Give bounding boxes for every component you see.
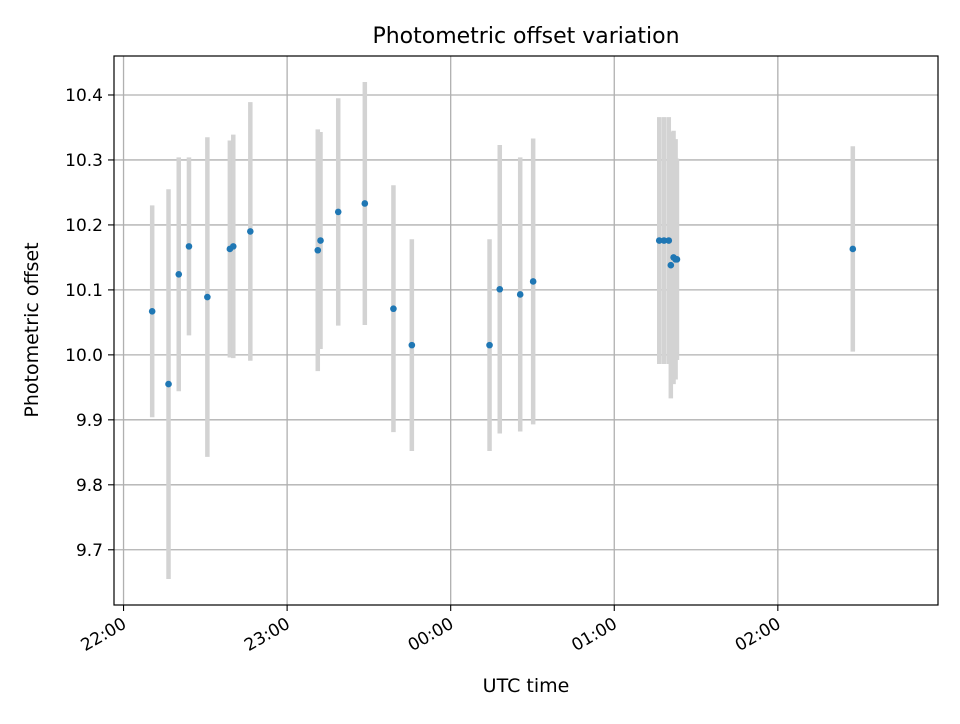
y-axis-ticks: 9.7 9.8 9.9 10.0 10.1 10.2 10.3 10.4: [65, 86, 114, 561]
y-tick-label: 10.2: [65, 216, 103, 236]
data-point: [673, 256, 681, 263]
data-point: [361, 200, 369, 207]
data-point: [849, 245, 857, 253]
data-point: [408, 341, 416, 349]
data-point: [185, 243, 193, 250]
y-tick-label: 10.1: [65, 281, 103, 301]
data-point: [204, 293, 211, 301]
chart-title: Photometric offset variation: [372, 24, 679, 49]
data-points: [148, 200, 857, 388]
data-point: [175, 271, 183, 278]
data-point: [229, 243, 237, 250]
y-tick-label: 10.3: [65, 151, 103, 171]
data-point: [486, 341, 493, 349]
data-point: [247, 228, 254, 235]
y-tick-label: 9.9: [76, 411, 103, 431]
data-point: [655, 237, 663, 244]
y-axis-label: Photometric offset: [21, 242, 43, 417]
x-axis-label: UTC time: [483, 675, 570, 697]
data-point: [317, 237, 324, 244]
data-point: [667, 261, 675, 269]
data-point: [148, 308, 156, 315]
y-tick-label: 9.8: [76, 476, 103, 496]
data-point: [334, 208, 342, 216]
data-point: [496, 285, 504, 293]
data-point: [390, 305, 397, 313]
y-tick-label: 9.7: [76, 541, 103, 561]
y-tick-label: 10.0: [65, 346, 103, 366]
data-point: [529, 278, 537, 285]
y-tick-label: 10.4: [65, 86, 103, 106]
data-point: [314, 246, 322, 254]
data-point: [165, 380, 172, 388]
data-point: [660, 237, 668, 244]
data-point: [665, 237, 673, 244]
plot-frame: [113, 55, 939, 606]
data-point: [516, 291, 524, 298]
